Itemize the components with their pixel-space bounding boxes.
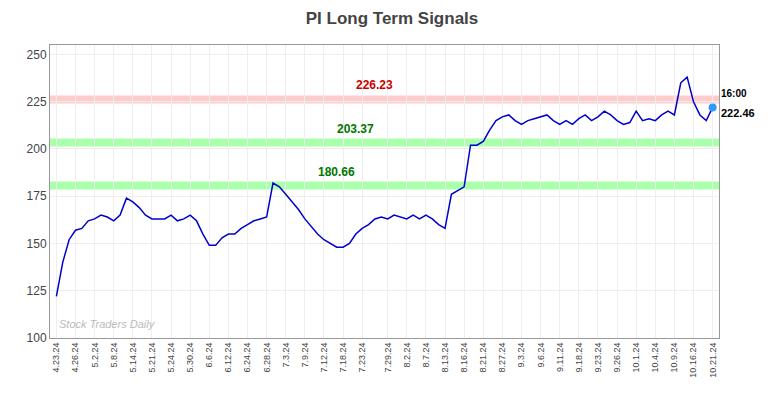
svg-text:226.23: 226.23	[356, 78, 393, 92]
svg-text:9.23.24: 9.23.24	[593, 343, 603, 373]
svg-text:7.29.24: 7.29.24	[383, 343, 393, 373]
svg-text:5.30.24: 5.30.24	[185, 343, 195, 373]
svg-text:10.16.24: 10.16.24	[688, 343, 698, 378]
svg-text:222.46: 222.46	[721, 107, 755, 119]
svg-text:4.23.24: 4.23.24	[51, 343, 61, 373]
svg-text:9.18.24: 9.18.24	[574, 343, 584, 373]
svg-text:5.24.24: 5.24.24	[166, 343, 176, 373]
svg-text:PI Long Term Signals: PI Long Term Signals	[306, 9, 479, 28]
svg-text:7.18.24: 7.18.24	[338, 343, 348, 373]
svg-text:4.26.24: 4.26.24	[70, 343, 80, 373]
svg-text:10.1.24: 10.1.24	[631, 343, 641, 373]
svg-text:Stock Traders Daily: Stock Traders Daily	[59, 318, 156, 330]
svg-text:8.16.24: 8.16.24	[459, 343, 469, 373]
svg-text:9.11.24: 9.11.24	[555, 343, 565, 372]
svg-text:5.21.24: 5.21.24	[147, 343, 157, 373]
svg-text:8.7.24: 8.7.24	[421, 343, 431, 368]
svg-text:7.12.24: 7.12.24	[319, 343, 329, 373]
svg-text:6.12.24: 6.12.24	[223, 343, 233, 373]
svg-text:5.8.24: 5.8.24	[109, 343, 119, 368]
svg-text:10.4.24: 10.4.24	[650, 343, 660, 373]
svg-text:10.9.24: 10.9.24	[669, 343, 679, 373]
svg-text:150: 150	[27, 237, 47, 251]
svg-text:8.21.24: 8.21.24	[478, 343, 488, 373]
svg-text:5.2.24: 5.2.24	[90, 343, 100, 368]
svg-text:8.13.24: 8.13.24	[440, 343, 450, 373]
svg-text:175: 175	[27, 189, 47, 203]
svg-text:16:00: 16:00	[721, 88, 747, 99]
svg-text:6.28.24: 6.28.24	[262, 343, 272, 373]
svg-text:10.21.24: 10.21.24	[708, 343, 718, 378]
svg-text:7.9.24: 7.9.24	[300, 343, 310, 368]
svg-text:7.3.24: 7.3.24	[281, 343, 291, 368]
svg-text:250: 250	[27, 48, 47, 62]
svg-text:6.24.24: 6.24.24	[242, 343, 252, 373]
svg-text:200: 200	[27, 142, 47, 156]
svg-text:180.66: 180.66	[318, 165, 355, 179]
svg-text:225: 225	[27, 95, 47, 109]
svg-text:9.3.24: 9.3.24	[516, 343, 526, 368]
svg-text:8.27.24: 8.27.24	[497, 343, 507, 373]
svg-text:9.26.24: 9.26.24	[612, 343, 622, 373]
svg-text:7.23.24: 7.23.24	[357, 343, 367, 373]
svg-text:8.2.24: 8.2.24	[402, 343, 412, 368]
svg-text:6.6.24: 6.6.24	[204, 343, 214, 368]
svg-text:5.14.24: 5.14.24	[128, 343, 138, 373]
svg-text:203.37: 203.37	[337, 122, 374, 136]
svg-text:125: 125	[27, 284, 47, 298]
svg-text:100: 100	[27, 331, 47, 345]
svg-text:9.6.24: 9.6.24	[536, 343, 546, 368]
